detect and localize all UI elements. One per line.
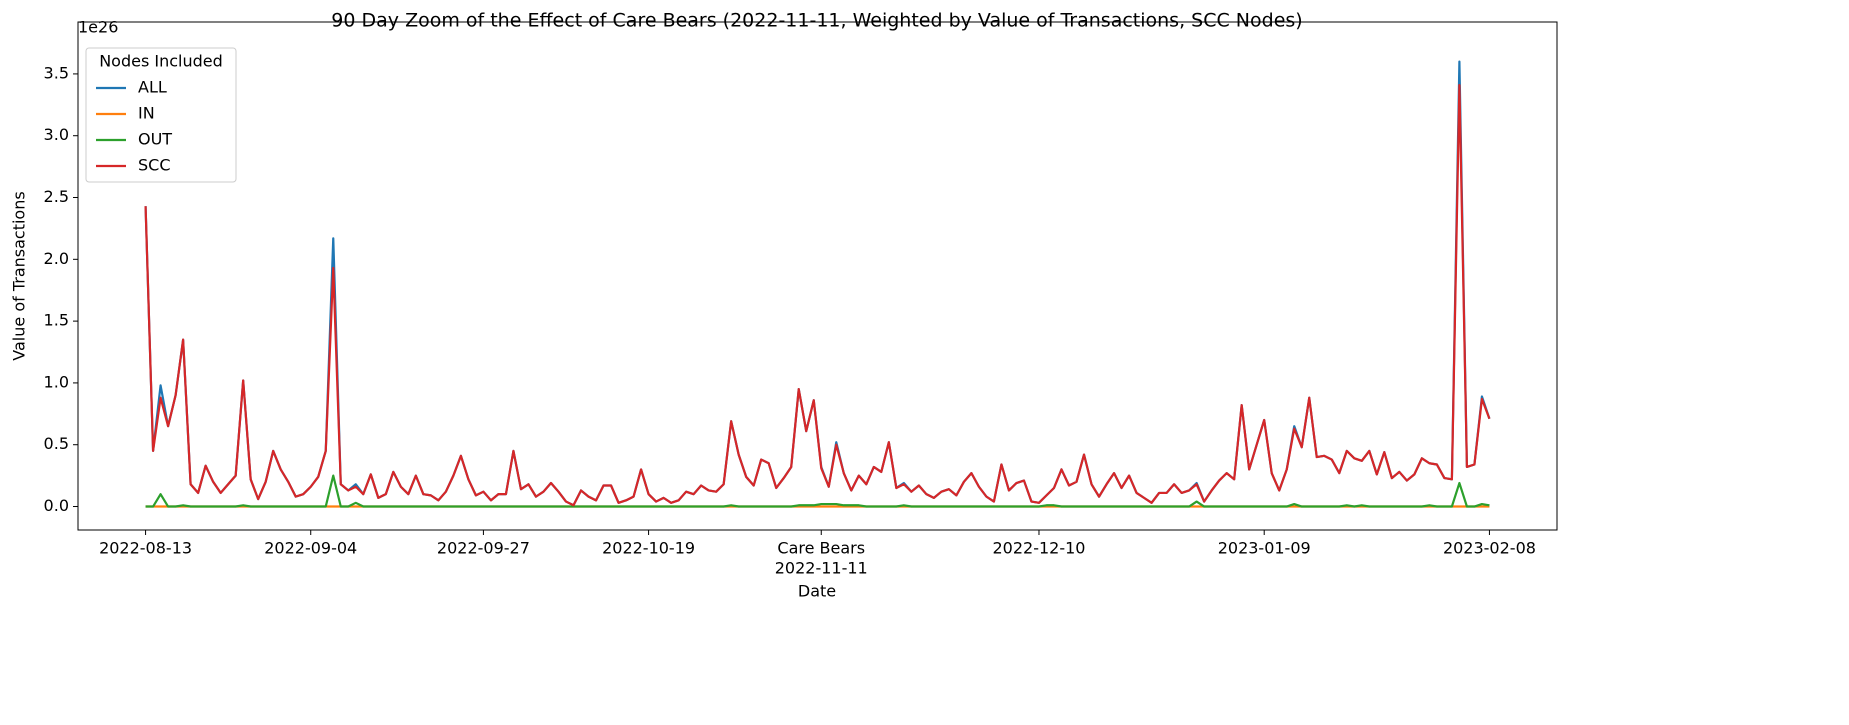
legend-label: OUT — [138, 130, 172, 149]
y-tick-label: 3.0 — [44, 125, 69, 144]
x-tick-label: 2022-10-19 — [602, 539, 695, 558]
legend-title: Nodes Included — [99, 52, 223, 71]
y-tick-label: 1.0 — [44, 372, 69, 391]
y-tick-label: 1.5 — [44, 311, 69, 330]
x-axis-label: Date — [798, 582, 836, 601]
offset-label: 1e26 — [78, 18, 118, 37]
y-tick-label: 0.5 — [44, 434, 69, 453]
line-out — [145, 474, 1490, 508]
x-tick-label: Care Bears — [777, 539, 865, 558]
y-tick-label: 2.5 — [44, 187, 69, 206]
legend-label: SCC — [138, 156, 171, 175]
legend-box — [85, 47, 237, 183]
legend-label: IN — [138, 104, 155, 123]
legend-label: ALL — [138, 78, 167, 97]
x-tick-label: 2022-08-13 — [99, 539, 192, 558]
x-tick-label: 2023-02-08 — [1443, 539, 1536, 558]
x-tick-label: 2022-09-04 — [264, 539, 357, 558]
axes-frame — [77, 21, 1558, 531]
y-axis-label: Value of Transactions — [10, 191, 29, 360]
y-tick-label: 0.0 — [44, 496, 69, 515]
x-tick-label: 2022-09-27 — [437, 539, 530, 558]
chart-title: 90 Day Zoom of the Effect of Care Bears … — [331, 10, 1302, 32]
x-tick-label: 2022-12-10 — [992, 539, 1085, 558]
line-scc — [144, 83, 1491, 507]
x-tick-label: 2022-11-11 — [775, 559, 868, 578]
y-tick-label: 2.0 — [44, 249, 69, 268]
x-tick-label: 2023-01-09 — [1218, 539, 1311, 558]
y-tick-label: 3.5 — [44, 63, 69, 82]
